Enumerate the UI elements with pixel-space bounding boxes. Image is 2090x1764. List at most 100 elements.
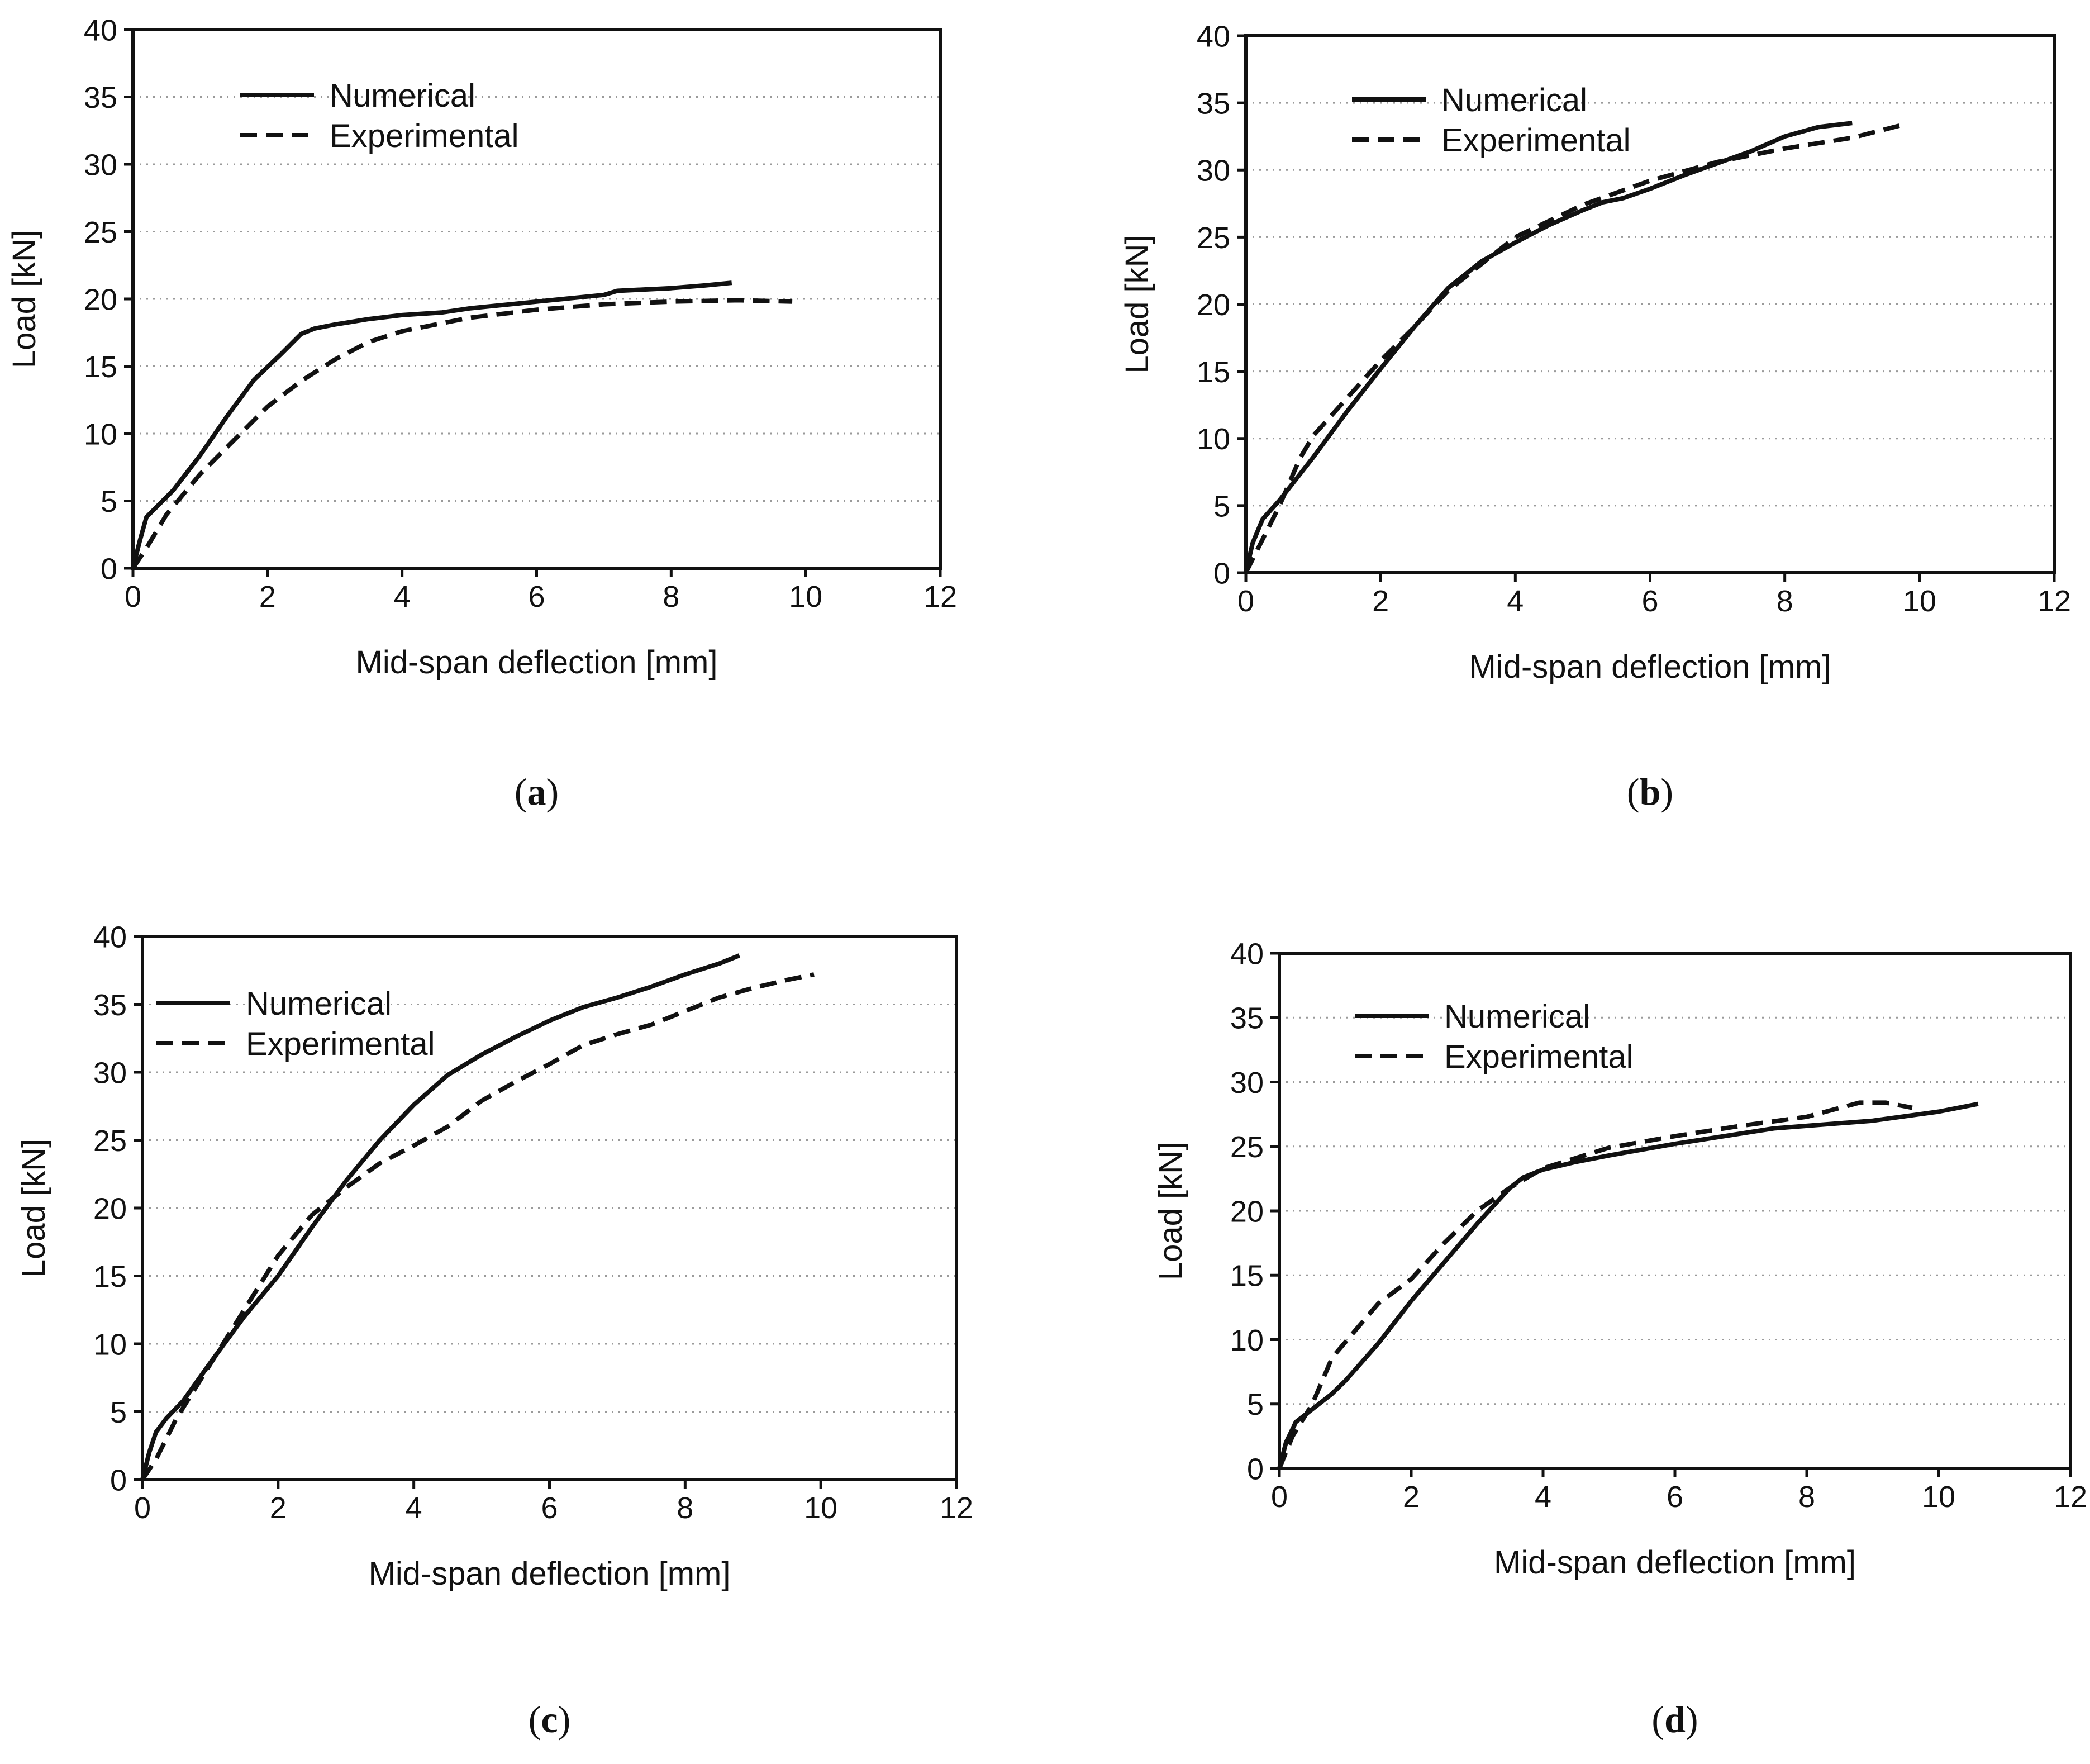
y-tick-label: 5 — [1247, 1388, 1264, 1421]
y-tick-label: 25 — [1197, 221, 1230, 255]
x-axis-label: Mid-span deflection [mm] — [356, 644, 718, 681]
x-tick-label: 2 — [270, 1491, 287, 1525]
x-tick-label: 4 — [1535, 1480, 1551, 1514]
y-axis-label: Load [kN] — [1153, 1142, 1189, 1280]
x-tick-label: 6 — [1641, 584, 1658, 618]
x-tick-label: 2 — [1403, 1480, 1420, 1514]
x-tick-label: 10 — [1903, 584, 1936, 618]
y-tick-label: 0 — [1213, 557, 1230, 590]
x-axis-label: Mid-span deflection [mm] — [1494, 1544, 1856, 1581]
series-line-numerical — [1277, 1101, 1979, 1469]
x-tick-label: 12 — [2054, 1480, 2087, 1514]
x-tick-label: 6 — [1667, 1480, 1683, 1514]
x-tick-label: 10 — [789, 580, 822, 614]
y-tick-label: 20 — [1197, 288, 1230, 322]
legend-label-experimental: Experimental — [1441, 122, 1630, 159]
y-tick-label: 35 — [1197, 87, 1230, 121]
y-axis-label: Load [kN] — [1119, 235, 1155, 373]
y-tick-label: 40 — [1197, 20, 1230, 53]
y-tick-label: 20 — [84, 283, 117, 316]
y-tick-label: 5 — [101, 485, 117, 519]
y-tick-label: 15 — [1230, 1259, 1264, 1293]
y-tick-label: 20 — [1230, 1195, 1264, 1228]
y-axis-label: Load [kN] — [16, 1139, 52, 1277]
y-tick-label: 35 — [93, 988, 127, 1022]
plot-frame — [141, 935, 958, 1481]
x-tick-label: 0 — [125, 580, 141, 614]
y-tick-label: 10 — [84, 417, 117, 451]
panel-caption: (d) — [1651, 1698, 1698, 1741]
plot-frame — [1244, 34, 2056, 574]
plot-frame — [1278, 952, 2072, 1470]
plot-frame — [131, 28, 942, 570]
x-tick-label: 8 — [1798, 1480, 1815, 1514]
x-tick-label: 6 — [528, 580, 545, 614]
series-line-experimental — [140, 972, 815, 1481]
panel-caption: (a) — [515, 771, 559, 813]
legend-label-experimental: Experimental — [330, 118, 518, 154]
legend-label-experimental: Experimental — [1444, 1039, 1633, 1075]
y-tick-label: 0 — [1247, 1452, 1264, 1486]
x-tick-label: 4 — [1507, 584, 1524, 618]
legend-label-numerical: Numerical — [246, 986, 392, 1022]
x-tick-label: 8 — [1777, 584, 1793, 618]
series-line-experimental — [1277, 1100, 1913, 1470]
x-tick-label: 0 — [1237, 584, 1254, 618]
y-tick-label: 35 — [1230, 1002, 1264, 1035]
y-axis-label: Load [kN] — [6, 230, 42, 368]
y-tick-label: 15 — [1197, 355, 1230, 389]
chart-panel-c: 0 5 10 15 20 25 30 35 40 0 2 4 6 8 10 12 Mid-span deflec… — [16, 920, 973, 1741]
x-tick-label: 4 — [406, 1491, 422, 1525]
x-tick-label: 10 — [804, 1491, 837, 1525]
y-tick-label: 15 — [93, 1260, 127, 1294]
y-tick-label: 10 — [1230, 1324, 1264, 1357]
x-tick-label: 10 — [1922, 1480, 1955, 1514]
x-tick-label: 12 — [923, 580, 957, 614]
series-line-numerical — [140, 953, 740, 1480]
y-tick-label: 30 — [84, 148, 117, 182]
chart-panel-a: 0 5 10 15 20 25 30 35 40 0 2 4 6 8 10 12 Mid-span deflec… — [6, 13, 957, 813]
x-tick-label: 2 — [259, 580, 276, 614]
x-axis-label: Mid-span deflection [mm] — [1469, 649, 1831, 685]
y-tick-label: 30 — [1230, 1066, 1264, 1100]
x-tick-label: 8 — [663, 580, 679, 614]
x-tick-label: 0 — [134, 1491, 151, 1525]
legend-label-numerical: Numerical — [1441, 82, 1587, 118]
y-tick-label: 35 — [84, 81, 117, 115]
y-tick-label: 10 — [1197, 422, 1230, 456]
series-line-numerical — [131, 280, 732, 569]
x-tick-label: 12 — [2037, 584, 2071, 618]
y-tick-label: 30 — [93, 1056, 127, 1090]
y-tick-label: 10 — [93, 1328, 127, 1361]
y-tick-label: 25 — [84, 216, 117, 249]
panel-caption: (c) — [529, 1698, 571, 1741]
legend-label-numerical: Numerical — [1444, 999, 1590, 1035]
y-tick-label: 5 — [110, 1396, 127, 1429]
y-tick-label: 0 — [110, 1463, 127, 1497]
x-tick-label: 8 — [677, 1491, 693, 1525]
x-tick-label: 4 — [394, 580, 411, 614]
y-tick-label: 25 — [1230, 1130, 1264, 1164]
panel-caption: (b) — [1627, 771, 1673, 813]
x-axis-label: Mid-span deflection [mm] — [369, 1556, 731, 1592]
chart-panel-b: 0 5 10 15 20 25 30 35 40 0 2 4 6 8 10 12 Mid-span deflec… — [1119, 20, 2071, 813]
legend-label-experimental: Experimental — [246, 1026, 435, 1062]
chart-panel-d: 0 5 10 15 20 25 30 35 40 0 2 4 6 8 10 12 Mid-span deflec… — [1153, 937, 2087, 1741]
y-tick-label: 20 — [93, 1192, 127, 1225]
y-tick-label: 40 — [93, 920, 127, 954]
y-tick-label: 25 — [93, 1124, 127, 1158]
series-line-experimental — [1244, 123, 1900, 574]
y-tick-label: 40 — [84, 13, 117, 47]
x-tick-label: 6 — [541, 1491, 558, 1525]
y-tick-label: 30 — [1197, 154, 1230, 188]
y-tick-label: 40 — [1230, 937, 1264, 971]
x-tick-label: 12 — [940, 1491, 973, 1525]
series-line-experimental — [131, 298, 793, 570]
y-tick-label: 0 — [101, 552, 117, 586]
x-tick-label: 2 — [1372, 584, 1389, 618]
x-tick-label: 0 — [1271, 1480, 1288, 1514]
y-tick-label: 5 — [1213, 489, 1230, 523]
y-tick-label: 15 — [84, 350, 117, 384]
